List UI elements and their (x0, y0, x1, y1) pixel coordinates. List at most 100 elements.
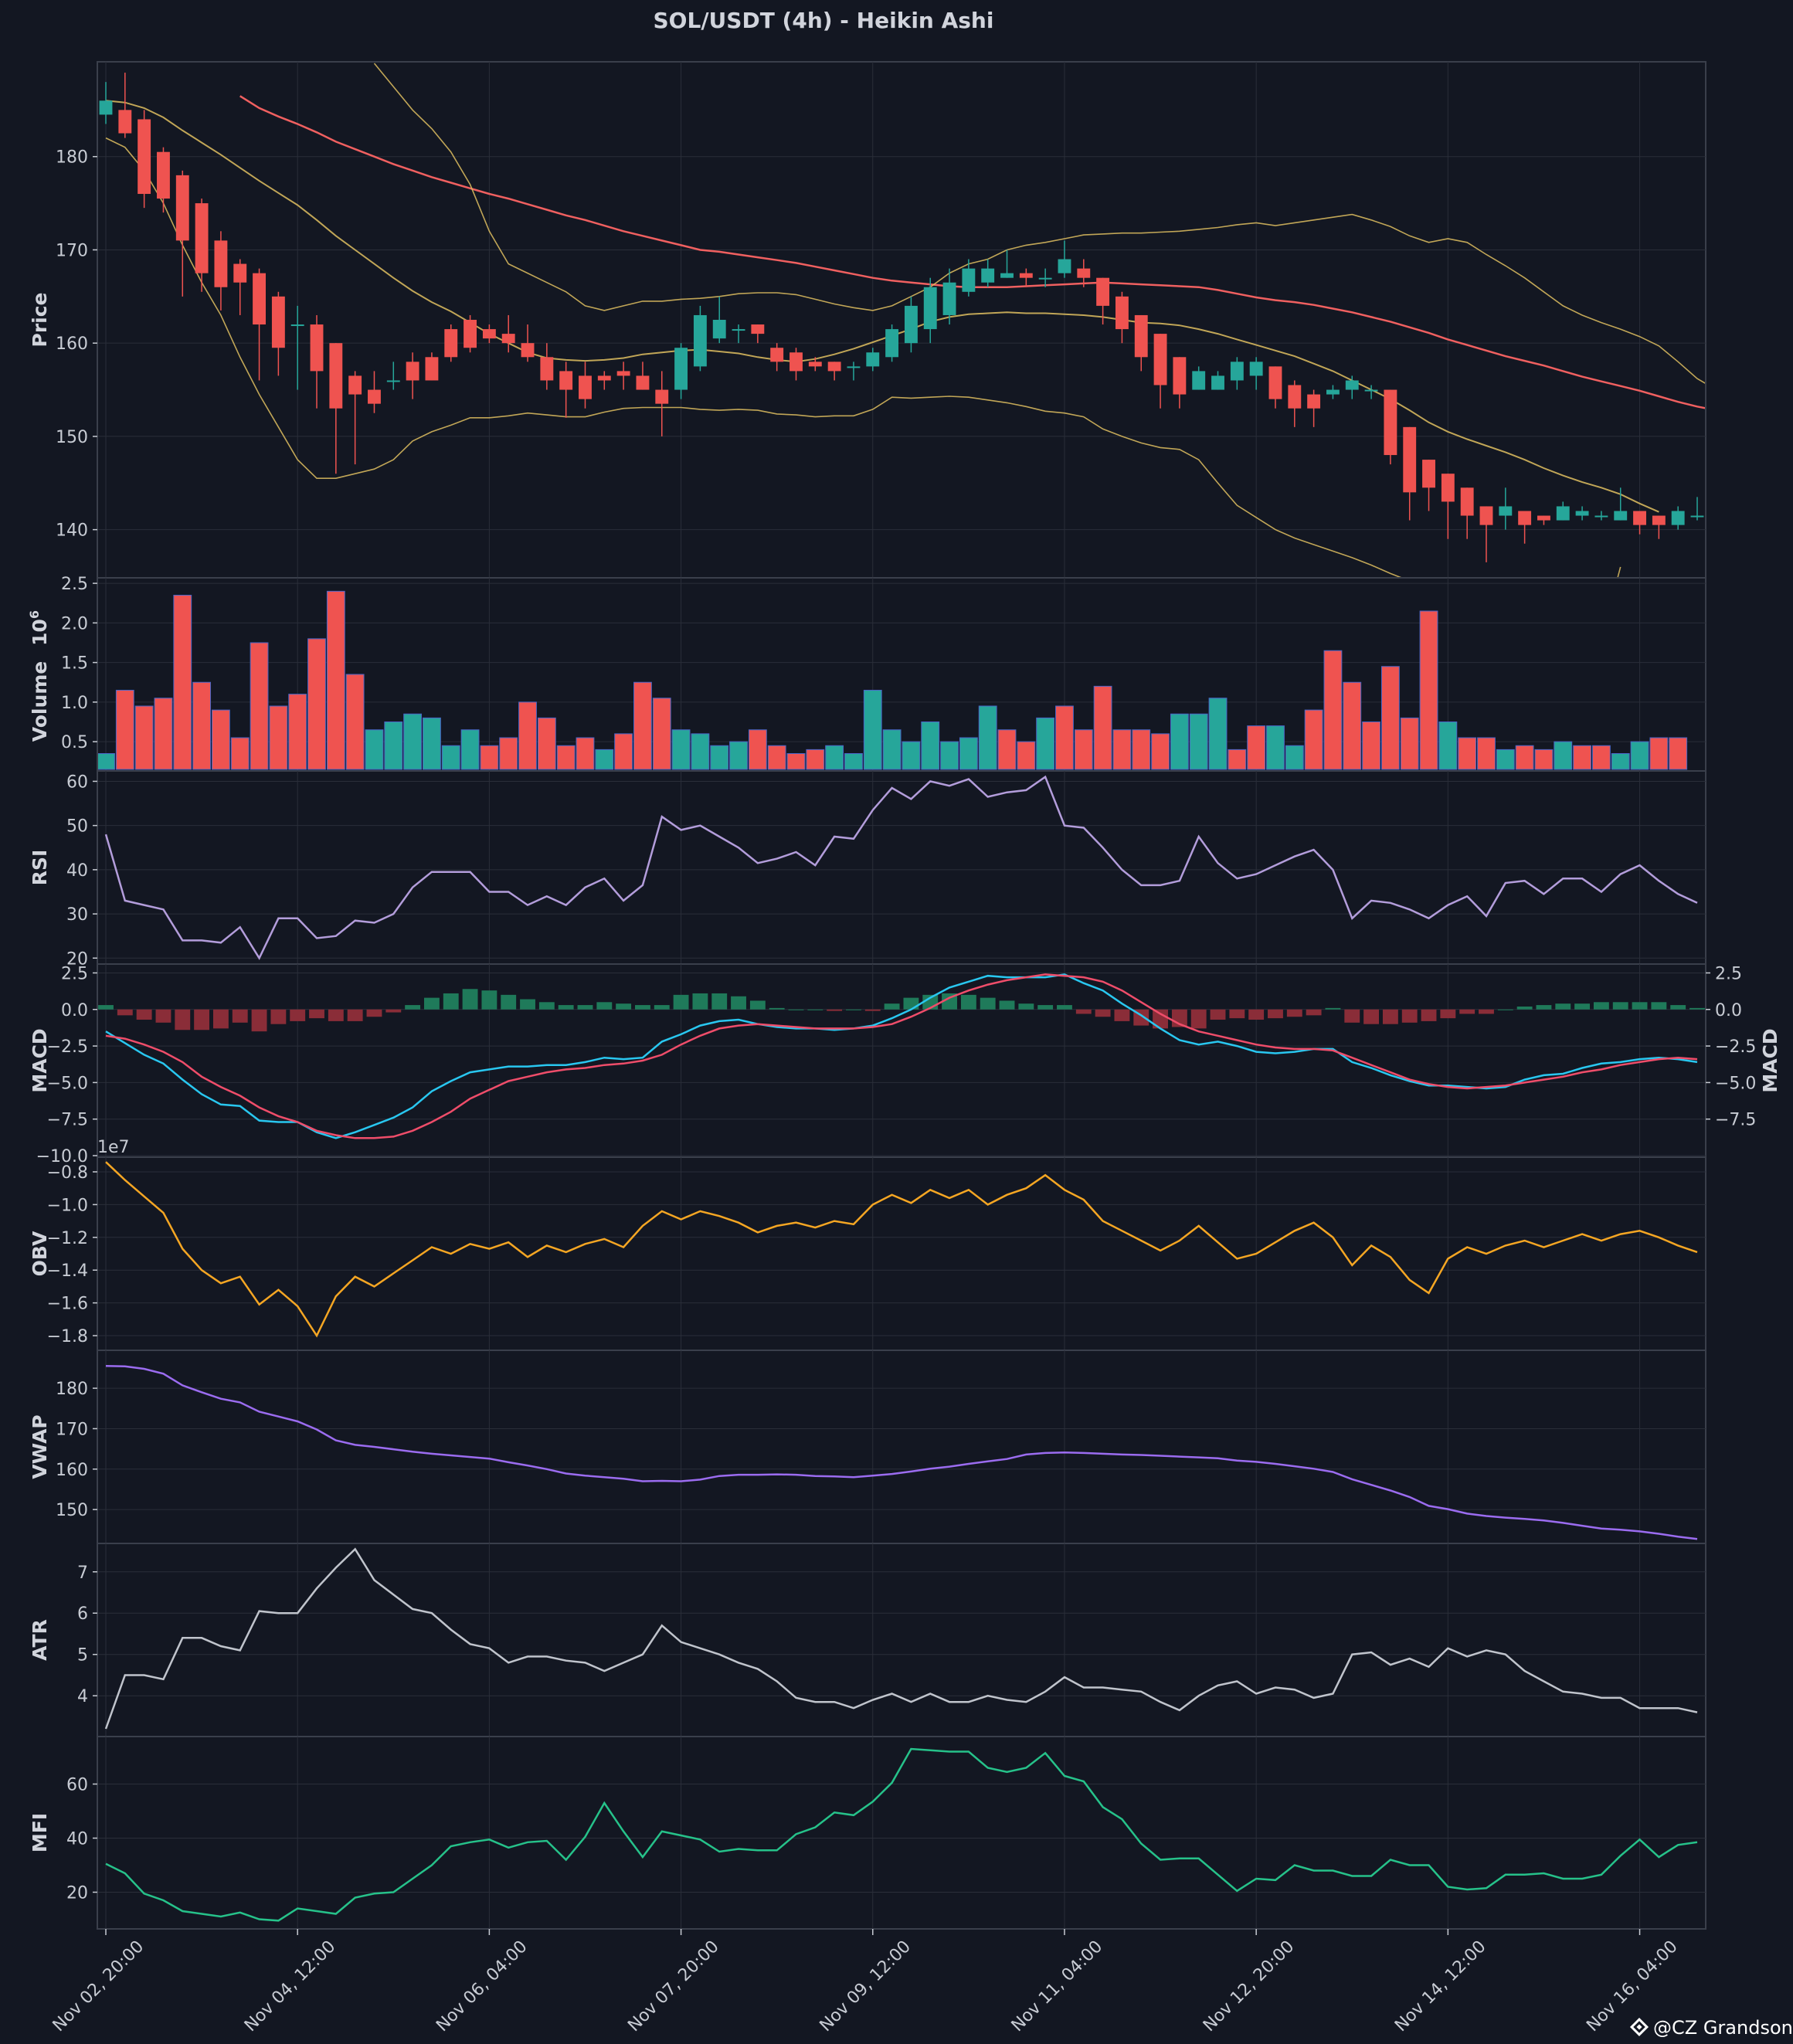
y-tick-label-right: −2.5 (1715, 1037, 1756, 1057)
volume-bar (1362, 722, 1380, 770)
y-tick-label: 140 (56, 521, 88, 541)
volume-bar (1093, 685, 1112, 770)
macd-histogram-bar (366, 1009, 382, 1017)
macd-histogram-bar (501, 994, 517, 1010)
candle-body (1518, 511, 1532, 525)
y-axis-label: Volume (29, 661, 51, 742)
y-axis-label: MACD (29, 1028, 51, 1092)
candle (1671, 506, 1685, 530)
macd-histogram-bar (1651, 1002, 1667, 1010)
volume-bar (786, 753, 806, 770)
macd-histogram-bar (596, 1002, 613, 1010)
volume-bar (403, 713, 423, 770)
macd-histogram-bar (1516, 1006, 1533, 1010)
candle (214, 231, 228, 311)
volume-bar (307, 638, 326, 770)
candle (1422, 460, 1435, 511)
candle (482, 324, 496, 344)
macd-histogram-bar (1459, 1009, 1475, 1014)
macd-histogram-bar (424, 997, 440, 1010)
macd-histogram-bar (1440, 1009, 1456, 1019)
candle (942, 268, 956, 325)
volume-bar (1591, 745, 1611, 770)
candle (827, 362, 841, 381)
candle (1652, 515, 1666, 539)
candle-body (1556, 506, 1570, 521)
macd-histogram-bar (616, 1003, 632, 1010)
candle-body (1019, 273, 1033, 278)
candle (540, 343, 554, 390)
candle-body (1384, 389, 1397, 456)
candle-body (1230, 362, 1244, 381)
candle (253, 268, 266, 381)
y-tick-label-right: −7.5 (1715, 1111, 1756, 1130)
macd-histogram-bar (999, 1000, 1015, 1010)
candle-body (790, 352, 803, 372)
macd-histogram-bar (251, 1009, 267, 1032)
volume-bar (115, 690, 134, 770)
candle (866, 348, 880, 372)
macd-histogram-bar (443, 993, 459, 1010)
macd-histogram-bar (270, 1009, 287, 1024)
mfi-panel: 20 40 60 MFI (29, 1736, 1706, 1930)
candle-body (99, 100, 113, 115)
candle (464, 314, 477, 353)
candle (1249, 357, 1263, 390)
volume-bar (633, 681, 652, 770)
candle-body (1575, 511, 1589, 516)
macd-histogram-bar (654, 1005, 670, 1010)
volume-bar (1477, 737, 1496, 770)
y-tick-label: 4 (77, 1687, 88, 1706)
macd-histogram-bar (1190, 1009, 1207, 1029)
volume-bar (1438, 722, 1458, 770)
obv-panel: −1.8 −1.6 −1.4 −1.2 −1.0 −0.8 OBV 1e7 (29, 1138, 1706, 1351)
macd-histogram-bar (1286, 1009, 1302, 1017)
y-tick-label: 7 (77, 1564, 88, 1583)
y-tick-label: −1.0 (47, 1196, 88, 1215)
macd-histogram-bar (1229, 1009, 1245, 1019)
volume-bar (671, 729, 691, 770)
candle (386, 362, 400, 390)
y-tick-label: 170 (56, 1420, 88, 1439)
volume-bar (269, 705, 288, 770)
volume-bar (844, 753, 863, 770)
macd-histogram-bar (692, 993, 708, 1010)
volume-bar (863, 690, 882, 770)
volume-bar (1055, 705, 1074, 770)
macd-histogram-bar (1153, 1009, 1168, 1029)
y-tick-label: −5.0 (47, 1074, 88, 1093)
volume-bar (288, 694, 307, 770)
macd-histogram-bar (1248, 1009, 1265, 1020)
candle (1019, 268, 1033, 287)
macd-panel: −10.0 −7.5 −5.0 −2.5 0.0 2.5 −7.5 −5.0 −2.5 0.0 2.… (29, 963, 1781, 1166)
volume-bar (1515, 745, 1534, 770)
y-tick-label: 2.0 (61, 614, 88, 633)
candle-body (1671, 511, 1685, 525)
volume-bar (882, 729, 902, 770)
macd-histogram-bar (1306, 1009, 1322, 1016)
candle-body (271, 296, 285, 348)
candle (1211, 371, 1224, 390)
candle-body (1364, 389, 1378, 392)
macd-histogram-bar (711, 993, 728, 1010)
candle-body (444, 329, 458, 358)
candle (1000, 250, 1014, 278)
candle-body (386, 380, 400, 382)
plot-area (99, 63, 1705, 577)
volume-bar (423, 717, 441, 770)
candle-body (751, 324, 765, 334)
y-tick-label: 180 (56, 1380, 88, 1399)
volume-bar (1323, 650, 1343, 770)
candle-body (329, 343, 343, 409)
plot-area (105, 1161, 1698, 1338)
candle (233, 259, 247, 315)
candle-body (1288, 385, 1302, 409)
macd-histogram-bar (1555, 1003, 1571, 1010)
volume-bar (652, 698, 671, 770)
plot-area (104, 775, 1698, 960)
macd-histogram-bar (1574, 1003, 1591, 1010)
candle (1307, 389, 1321, 427)
volume-bar (1611, 753, 1630, 770)
vwap-panel: 150 160 170 180 VWAP (29, 1350, 1706, 1544)
candle-body (866, 352, 880, 367)
